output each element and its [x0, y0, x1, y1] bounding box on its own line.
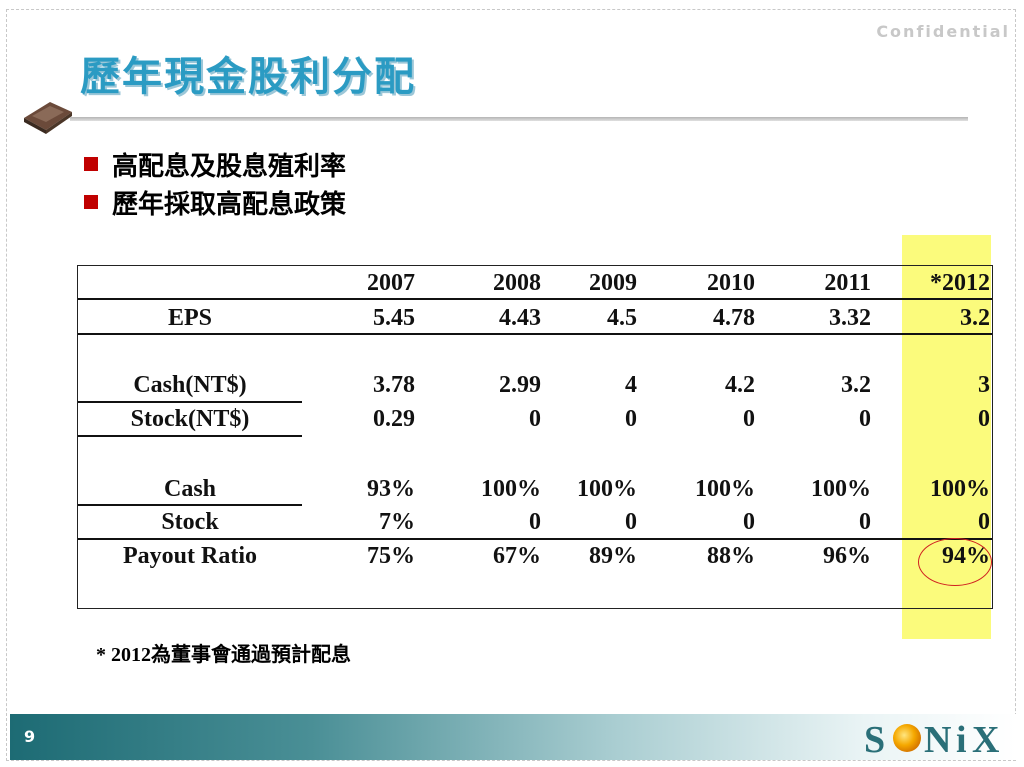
payout-circle-annotation [918, 538, 992, 586]
table-cell: 7% [379, 509, 415, 535]
row-label: EPS [167, 305, 212, 331]
eps-divider [78, 333, 992, 335]
table-cell: 3.32 [829, 305, 871, 331]
title-divider [70, 117, 968, 121]
row-label: Stock [161, 509, 219, 535]
table-cell: 0 [625, 406, 637, 432]
table-cell: 75% [367, 543, 415, 569]
chip-icon [24, 102, 72, 134]
svg-text:S: S [864, 719, 885, 760]
table-cell: 100% [481, 476, 541, 502]
bullet-square-icon [84, 195, 98, 209]
cash-pct-divider [78, 504, 302, 506]
svg-text:N: N [924, 719, 951, 760]
year-header: 2008 [493, 270, 541, 296]
table-cell: 0 [859, 509, 871, 535]
table-cell: 4.78 [713, 305, 755, 331]
table-cell: 96% [823, 543, 871, 569]
table-cell: 4 [625, 372, 637, 398]
table-cell: 89% [589, 543, 637, 569]
table-cell: 4.5 [607, 305, 637, 331]
row-label: Stock(NT$) [130, 406, 250, 432]
table-cell: 93% [367, 476, 415, 502]
bullet-text: 高配息及股息殖利率 [112, 151, 347, 182]
stock-divider [78, 435, 302, 437]
year-header: 2011 [824, 270, 871, 296]
table-cell: 0 [625, 509, 637, 535]
bullet-square-icon [84, 157, 98, 171]
footer-bar [10, 714, 1016, 760]
page-title: 歷年現金股利分配 [80, 54, 416, 100]
table-cell: 3 [978, 372, 990, 398]
table-cell: 88% [707, 543, 755, 569]
table-cell: 0.29 [373, 406, 415, 432]
table-cell: 0 [859, 406, 871, 432]
table-cell: 0 [529, 509, 541, 535]
table-cell: 4.2 [725, 372, 755, 398]
table-cell: 0 [978, 509, 990, 535]
table-cell: 2.99 [499, 372, 541, 398]
page-number: 9 [24, 727, 36, 746]
table-cell: 100% [695, 476, 755, 502]
year-header: 2009 [589, 270, 637, 296]
stock-pct-divider [78, 538, 992, 540]
table-cell: 4.43 [499, 305, 541, 331]
table-cell: 100% [811, 476, 871, 502]
table-cell: 5.45 [373, 305, 415, 331]
sonix-logo: S N i X [864, 719, 999, 760]
bullet-item: 高配息及股息殖利率 [84, 145, 346, 183]
bullet-list: 高配息及股息殖利率 歷年採取高配息政策 [84, 145, 346, 221]
row-label: Cash [163, 476, 217, 502]
header-divider [78, 298, 992, 300]
table-cell: 3.78 [373, 372, 415, 398]
table-cell: 0 [743, 509, 755, 535]
table-cell: 100% [930, 476, 990, 502]
year-header: 2010 [707, 270, 755, 296]
svg-text:i: i [956, 719, 967, 760]
cash-divider [78, 401, 302, 403]
bullet-item: 歷年採取高配息政策 [84, 183, 346, 221]
table-cell: 3.2 [960, 305, 990, 331]
table-cell: 3.2 [841, 372, 871, 398]
bullet-text: 歷年採取高配息政策 [112, 189, 347, 220]
row-label: Payout Ratio [123, 543, 257, 569]
slide-frame [6, 9, 1016, 761]
year-header: 2007 [367, 270, 415, 296]
footnote: * 2012為董事會通過預計配息 [96, 644, 351, 666]
table-cell: 0 [978, 406, 990, 432]
table-cell: 67% [493, 543, 541, 569]
confidential-label: Confidential [876, 22, 1010, 41]
svg-text:X: X [972, 719, 999, 760]
year-header: *2012 [930, 270, 990, 296]
dividend-table [77, 265, 993, 609]
row-label: Cash(NT$) [133, 372, 247, 398]
table-cell: 0 [529, 406, 541, 432]
table-cell: 100% [577, 476, 637, 502]
table-cell: 0 [743, 406, 755, 432]
